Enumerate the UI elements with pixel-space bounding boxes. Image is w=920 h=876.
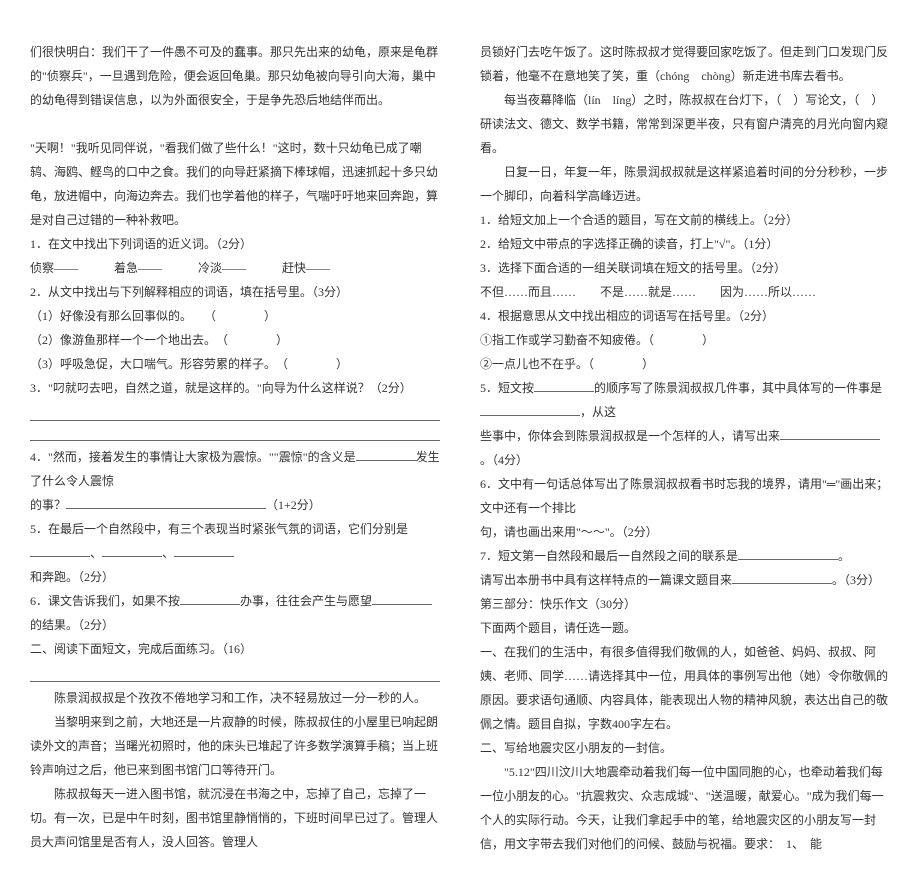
q6-text: 办事，往往会产生与愿望	[240, 594, 372, 608]
question: 4．"然而，接着发生的事情让大家极为震惊。""震惊"的含义是发生了什么令人震惊	[30, 445, 440, 493]
blank	[372, 593, 432, 605]
paragraph: 陈叔叔每天一进入图书馆，就沉浸在书海之中，忘掉了自己，忘掉了一切。有一次，已是中…	[30, 782, 440, 854]
q6-text: 6．课文告诉我们，如果不按	[30, 594, 180, 608]
q4-text: 的事？	[30, 498, 66, 512]
section-heading: 第三部分：快乐作文（30分）	[480, 592, 890, 616]
q7-text: 。	[838, 549, 850, 563]
blank	[732, 572, 832, 584]
paragraph: 当黎明来到之前，大地还是一片寂静的时候，陈叔叔住的小屋里已响起朗读外文的声音；当…	[30, 710, 440, 782]
q5-text: 5．短文按	[480, 381, 534, 395]
paragraph: 员锁好门去吃午饭了。这时陈叔叔才觉得要回家吃饭了。但走到门口发现门反锁着，他毫不…	[480, 40, 890, 88]
blank	[166, 497, 266, 509]
question: 2．从文中找出与下列解释相应的词语，填在括号里。（3分）	[30, 280, 440, 304]
q4-text: 4．"然而，接着发生的事情让大家极为震惊。""震惊"的含义是	[30, 450, 356, 464]
paragraph: 日复一日，年复一年，陈景润叔叔就是这样紧追着时间的分分秒秒，一步一个脚印，向着科…	[480, 160, 890, 208]
blank	[534, 380, 594, 392]
q5-text: 5．在最后一个自然段中，有三个表现当时紧张气氛的词语，它们分别是	[30, 522, 408, 536]
paragraph: "天啊！"我听见同伴说，"看我们做了些什么！"这时，数十只幼龟已成了嘲鸫、海鸥、…	[30, 136, 440, 232]
answer-line	[30, 404, 440, 421]
q6-text: 的结果。（2分）	[30, 618, 114, 632]
q5-text: 的顺序写了陈景润叔叔几件事，其中具体写的一件事是	[594, 381, 882, 395]
blank	[480, 404, 580, 416]
topic: "5.12"四川汶川大地震牵动着我们每一位中国同胞的心，也牵动着我们每一位小朋友…	[480, 760, 890, 856]
answer-line	[30, 425, 440, 442]
blank	[780, 428, 880, 440]
q5-text: 些事中，你体会到陈景润叔叔是一个怎样的人，请写出来	[480, 429, 780, 443]
paragraph: 们很快明白：我们干了一件愚不可及的蠢事。那只先出来的幼龟，原来是龟群的"侦察兵"…	[30, 40, 440, 112]
blank	[738, 548, 838, 560]
paragraph: 每当夜幕降临（lín líng）之时，陈叔叔在台灯下，（ ）写论文，（ ）研读法…	[480, 88, 890, 160]
question: 5．短文按 的顺序写了陈景润叔叔几件事，其中具体写的一件事是 ，从这	[480, 376, 890, 424]
right-column: 员锁好门去吃午饭了。这时陈叔叔才觉得要回家吃饭了。但走到门口发现门反锁着，他毫不…	[480, 40, 890, 856]
question: 4．根据意思从文中找出相应的词语写在括号里。（2分）	[480, 304, 890, 328]
question: 请写出本册书中具有这样特点的一篇课文题目来 。（3分）	[480, 568, 890, 592]
question: 2．给短文中带点的字选择正确的读音，打上"√"。（1分）	[480, 232, 890, 256]
topic: 一、在我们的生活中，有很多值得我们敬佩的人，如爸爸、妈妈、叔叔、阿姨、老师、同学…	[480, 640, 890, 736]
left-column: 们很快明白：我们干了一件愚不可及的蠢事。那只先出来的幼龟，原来是龟群的"侦察兵"…	[30, 40, 440, 856]
sub-question: （3）呼吸急促，大口喘气。形容劳累的样子。 （ ）	[30, 352, 440, 376]
sub-question: （2）像游鱼那样一个一个地出去。 （ ）	[30, 328, 440, 352]
section-heading: 二、阅读下面短文，完成后面练习。（16）	[30, 637, 440, 661]
topic: 二、写给地震灾区小朋友的一封信。	[480, 736, 890, 760]
question: 3．"叼就叼去吧，自然之道，就是这样的。"向导为什么这样说？（2分）	[30, 376, 440, 400]
q7-text: 7．短文第一自然段和最后一自然段之间的联系是	[480, 549, 738, 563]
paragraph: 陈景润叔叔是个孜孜不倦地学习和工作，决不轻易放过一分一秒的人。	[30, 686, 440, 710]
question: 的事？ （1+2分）	[30, 493, 440, 517]
question-options: 不但……而且…… 不是……就是…… 因为……所以……	[480, 280, 890, 304]
document-page: 们很快明白：我们干了一件愚不可及的蠢事。那只先出来的幼龟，原来是龟群的"侦察兵"…	[0, 0, 920, 876]
title-line	[30, 665, 440, 682]
question: 5．在最后一个自然段中，有三个表现当时紧张气氛的词语，它们分别是、、	[30, 517, 440, 565]
question: 7．短文第一自然段和最后一自然段之间的联系是 。	[480, 544, 890, 568]
question: 1．给短文加上一个合适的题目，写在文前的横线上。（2分）	[480, 208, 890, 232]
blank	[102, 545, 162, 557]
q5-text: 。（4分）	[480, 453, 528, 467]
sub-question: ②一点儿也不在乎。（ ）	[480, 352, 890, 376]
sub-question: ①指工作或学习勤奋不知疲倦。（ ）	[480, 328, 890, 352]
section-sub: 下面两个题目，请任选一题。	[480, 616, 890, 640]
question: 句，请也画出来用"～～"。（2分）	[480, 520, 890, 544]
blank	[66, 497, 166, 509]
question: 3．选择下面合适的一组关联词填在短文的括号里。（2分）	[480, 256, 890, 280]
question: 1．在文中找出下列词语的近义词。（2分）	[30, 232, 440, 256]
q7-text: 请写出本册书中具有这样特点的一篇课文题目来	[480, 573, 732, 587]
q4-score: （1+2分）	[266, 498, 321, 512]
q5-text: ，从这	[580, 405, 616, 419]
blank	[174, 545, 234, 557]
question: 6．文中有一句话总体写出了陈景润叔叔看书时忘我的境界，请用"═"画出来；文中还有…	[480, 472, 890, 520]
question: 6．课文告诉我们，如果不按 办事，往往会产生与愿望的结果。（2分）	[30, 589, 440, 637]
question: 和奔跑。（2分）	[30, 565, 440, 589]
question-line: 侦察—— 着急—— 冷淡—— 赶快——	[30, 256, 440, 280]
q7-text: 。（3分）	[832, 573, 880, 587]
question: 些事中，你体会到陈景润叔叔是一个怎样的人，请写出来。（4分）	[480, 424, 890, 472]
blank	[356, 449, 416, 461]
blank	[180, 593, 240, 605]
blank	[30, 545, 90, 557]
sub-question: （1）好像没有那么回事似的。 （ ）	[30, 304, 440, 328]
